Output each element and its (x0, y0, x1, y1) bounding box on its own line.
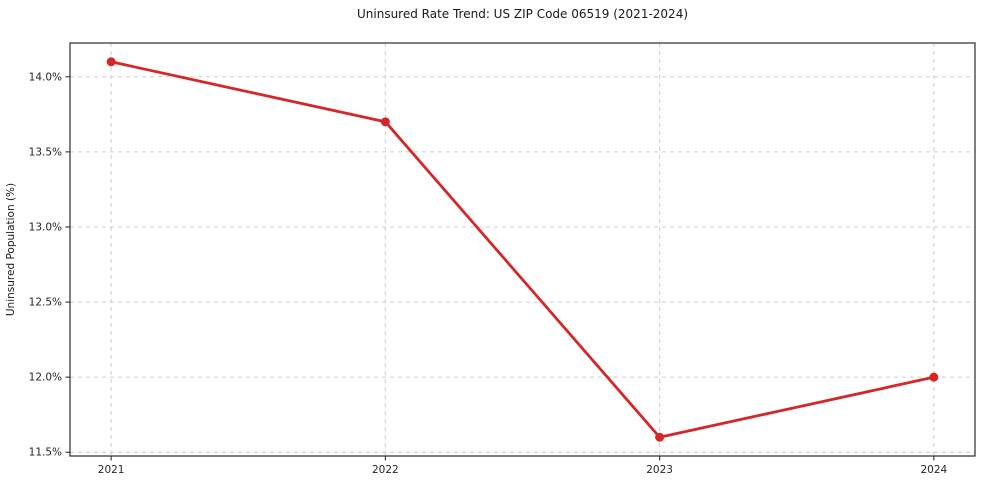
x-tick-label: 2023 (646, 464, 673, 476)
y-tick-label: 12.0% (29, 372, 62, 384)
data-point-marker (929, 372, 939, 382)
x-tick-label: 2021 (98, 464, 125, 476)
trend-line (109, 60, 936, 439)
y-tick-label: 13.0% (29, 221, 62, 233)
plot-border (69, 42, 976, 457)
axis-layer: 11.5% 12.0% 12.5% 13.0% 13.5% 14.0% 2021 2022 20… (29, 42, 976, 476)
data-point-marker (380, 117, 390, 127)
chart-title: Uninsured Rate Trend: US ZIP Code 06519 … (357, 7, 688, 21)
y-tick-label: 12.5% (29, 297, 62, 309)
data-point-marker (106, 57, 116, 67)
data-series-layer (106, 57, 939, 442)
data-point-marker (655, 432, 665, 442)
y-tick-label: 11.5% (29, 447, 62, 459)
grid-layer (70, 43, 975, 456)
y-tick-label: 14.0% (29, 71, 62, 83)
x-tick-label: 2024 (920, 464, 947, 476)
x-tick-label: 2022 (372, 464, 399, 476)
y-tick-label: 13.5% (29, 146, 62, 158)
y-axis-label: Uninsured Population (%) (5, 183, 17, 316)
